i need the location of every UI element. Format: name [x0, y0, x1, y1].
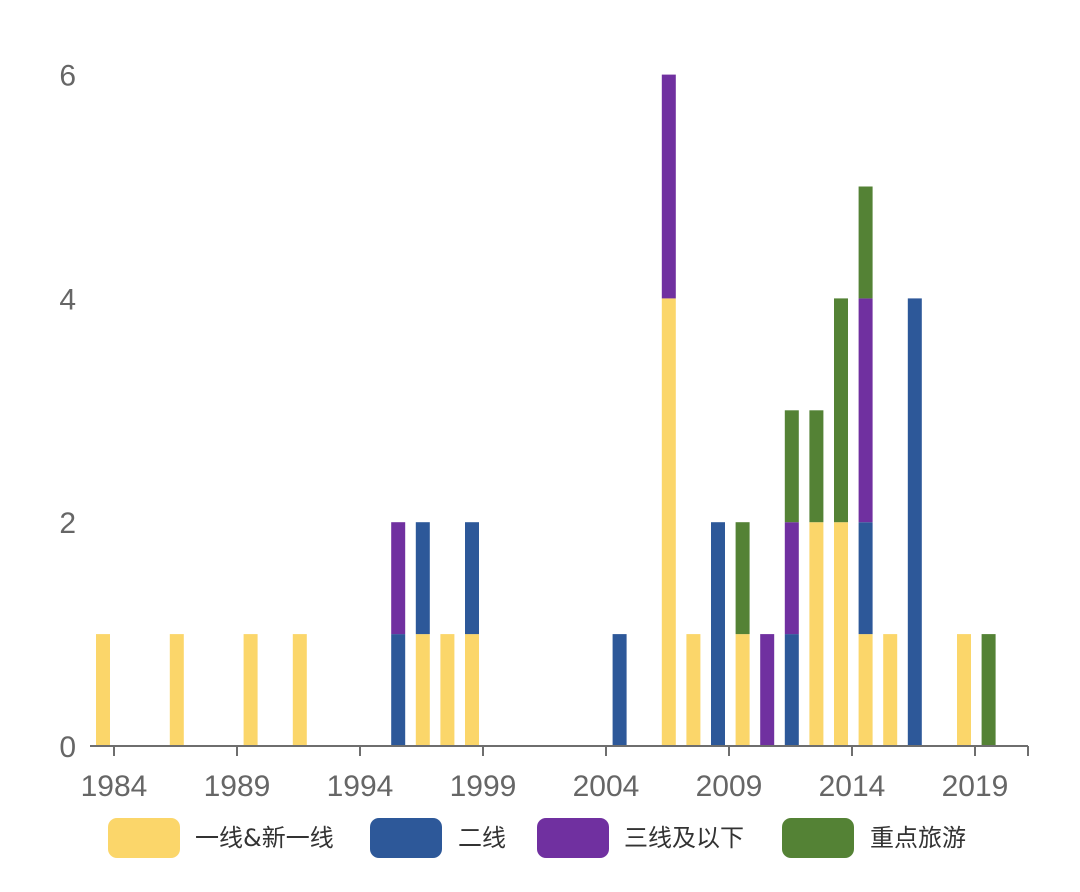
y-tick-label-1: 2 — [59, 507, 76, 540]
y-tick-label-3: 6 — [59, 60, 76, 93]
y-tick-labels: 0 2 4 6 — [59, 60, 76, 764]
bar-segment-s3-2020 — [981, 634, 996, 746]
bar-segment-s1-1997 — [415, 522, 430, 635]
bar-segment-s0-1987 — [169, 634, 184, 746]
bar-segment-s1-2005 — [612, 634, 627, 746]
legend-swatch-3 — [782, 818, 854, 858]
legend-label-2: 三线及以下 — [624, 824, 744, 852]
legend-swatch-1 — [370, 818, 442, 858]
bar-segment-s0-2015 — [858, 634, 873, 746]
legend-swatch-2 — [537, 818, 609, 858]
y-tick-label-0: 0 — [59, 731, 76, 764]
bar-segment-s0-2007 — [661, 298, 676, 746]
bar-segment-s0-1997 — [415, 634, 430, 746]
bar-segment-s3-2012 — [784, 410, 799, 523]
bar-segment-s0-2013 — [809, 522, 824, 746]
legend-label-0: 一线&新一线 — [195, 824, 334, 852]
bar-segment-s1-2012 — [784, 634, 799, 746]
x-tick-label-3: 1999 — [450, 770, 517, 803]
x-tick-labels: 1984 1989 1994 1999 2004 2009 2014 2019 — [81, 746, 1029, 803]
bar-segment-s2-2012 — [784, 522, 799, 635]
bar-segment-s0-2016 — [883, 634, 898, 746]
bar-segment-s0-2010 — [735, 634, 750, 746]
bar-segment-s3-2013 — [809, 410, 824, 523]
x-tick-label-0: 1984 — [81, 770, 148, 803]
x-tick-label-4: 2004 — [573, 770, 640, 803]
bar-segment-s2-1996 — [391, 522, 406, 635]
x-tick-label-1: 1989 — [204, 770, 271, 803]
legend-swatch-0 — [108, 818, 180, 858]
bar-segment-s0-2008 — [686, 634, 701, 746]
bar-segment-s2-2011 — [760, 634, 775, 746]
bar-segment-s2-2007 — [661, 74, 676, 299]
legend: 一线&新一线 二线 三线及以下 重点旅游 — [108, 818, 966, 858]
bar-segment-s1-2015 — [858, 522, 873, 635]
bar-segment-s1-2009 — [711, 522, 725, 746]
bar-segment-s2-2015 — [858, 298, 873, 523]
x-tick-label-6: 2014 — [819, 770, 886, 803]
bar-segment-s1-1996 — [391, 634, 406, 746]
legend-label-1: 二线 — [458, 824, 506, 852]
y-tick-label-2: 4 — [59, 283, 76, 316]
x-tick-label-7: 2019 — [942, 770, 1009, 803]
bar-segment-s1-2017 — [907, 298, 922, 746]
bar-segment-s0-2019 — [957, 634, 971, 746]
bar-segment-s3-2010 — [735, 522, 750, 635]
bar-segment-s0-1992 — [292, 634, 307, 746]
x-tick-label-5: 2009 — [696, 770, 763, 803]
bar-segment-s0-1999 — [465, 634, 479, 746]
bar-segment-s3-2015 — [858, 186, 873, 299]
bar-segment-s3-2014 — [834, 298, 848, 523]
x-tick-label-2: 1994 — [327, 770, 394, 803]
bar-segment-s1-1999 — [465, 522, 479, 635]
bar-segment-s0-1984 — [96, 634, 110, 746]
bars-layer — [96, 74, 996, 746]
bar-segment-s0-2014 — [834, 522, 848, 746]
legend-label-3: 重点旅游 — [870, 824, 966, 852]
bar-segment-s0-1990 — [243, 634, 258, 746]
bar-segment-s0-1998 — [440, 634, 455, 746]
